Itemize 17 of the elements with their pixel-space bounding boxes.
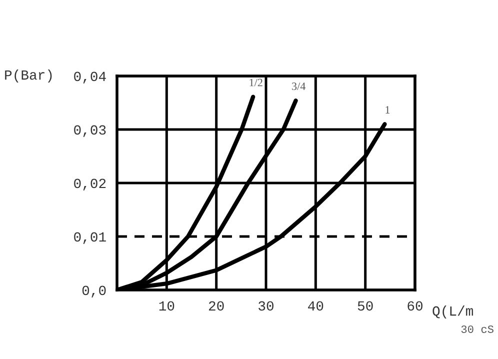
x-tick-label: 20 bbox=[208, 301, 224, 311]
series-label: 1 bbox=[386, 106, 390, 114]
x-tick-label: 60 bbox=[408, 301, 422, 311]
x-axis-title: Q(L/m bbox=[432, 306, 473, 318]
y-tick-label: 0,01 bbox=[74, 232, 106, 244]
y-tick-label: 0,04 bbox=[74, 72, 106, 84]
y-tick-label: 0,02 bbox=[74, 178, 106, 190]
series-label: 3/4 bbox=[292, 82, 306, 90]
y-tick-label: 0,0 bbox=[82, 286, 106, 298]
y-axis-title: P(Bar) bbox=[5, 70, 52, 82]
x-tick-label: 30 bbox=[258, 301, 274, 311]
series-label: 1/2 bbox=[250, 78, 262, 86]
y-tick-label: 0,03 bbox=[74, 125, 106, 137]
text: 30 cS bbox=[461, 325, 494, 333]
x-tick-label: 10 bbox=[159, 301, 174, 311]
x-tick-label: 50 bbox=[358, 301, 373, 311]
x-tick-label: 40 bbox=[308, 301, 324, 311]
